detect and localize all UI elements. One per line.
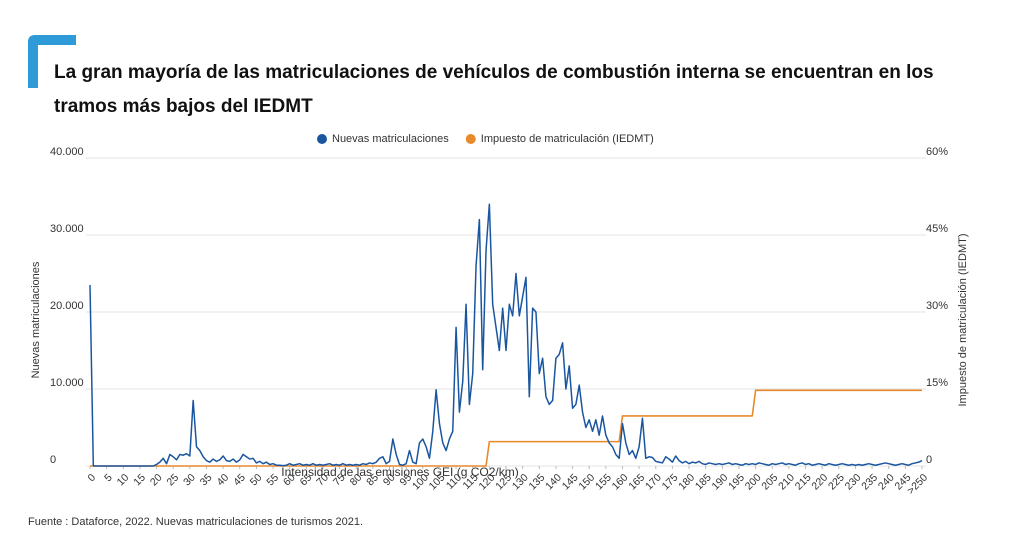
x-tick-label: 50: [248, 471, 265, 488]
y2-axis-title: Impuesto de matriculación (IEDMT): [957, 234, 969, 407]
y2-tick-label: 60%: [926, 146, 948, 158]
series-line: [90, 389, 922, 467]
x-tick-label: 0: [85, 471, 98, 484]
x-tick-label: 55: [264, 471, 281, 488]
x-tick-label: 25: [165, 471, 182, 488]
legend-marker: [465, 134, 476, 144]
x-tick-label: 35: [198, 471, 215, 488]
x-tick-label: 5: [102, 471, 115, 484]
y2-tick-label: 0: [926, 454, 932, 466]
y-tick-label: 20.000: [50, 300, 84, 312]
y-tick-label: 40.000: [50, 146, 84, 158]
x-tick-label: 15: [131, 471, 148, 488]
title-decoration: [28, 35, 76, 88]
x-tick-label: 40: [214, 471, 231, 488]
x-axis-title: Intensidad de las emisiones GEI (g CO2/k…: [281, 465, 518, 479]
x-tick-label: >250: [905, 471, 930, 496]
y-tick-label: 30.000: [50, 223, 84, 235]
y-tick-label: 0: [50, 454, 56, 466]
legend-label: Impuesto de matriculación (IEDMT): [481, 133, 654, 145]
x-tick-label: 20: [148, 471, 165, 488]
legend-marker: [317, 134, 327, 144]
legend-label: Nuevas matriculaciones: [332, 133, 449, 145]
x-tick-label: 30: [181, 471, 198, 488]
y-tick-label: 10.000: [50, 377, 84, 389]
y-axis-title: Nuevas matriculaciones: [30, 261, 42, 378]
x-tick-label: 10: [115, 471, 132, 488]
source: Fuente : Dataforce, 2022. Nuevas matricu…: [28, 516, 363, 528]
y2-tick-label: 15%: [926, 377, 948, 389]
series-line: [89, 203, 923, 467]
chart-title: La gran mayoría de las matriculaciones d…: [54, 62, 934, 117]
y2-tick-label: 45%: [926, 223, 948, 235]
y2-tick-label: 30%: [926, 300, 948, 312]
x-tick-label: 45: [231, 471, 248, 488]
